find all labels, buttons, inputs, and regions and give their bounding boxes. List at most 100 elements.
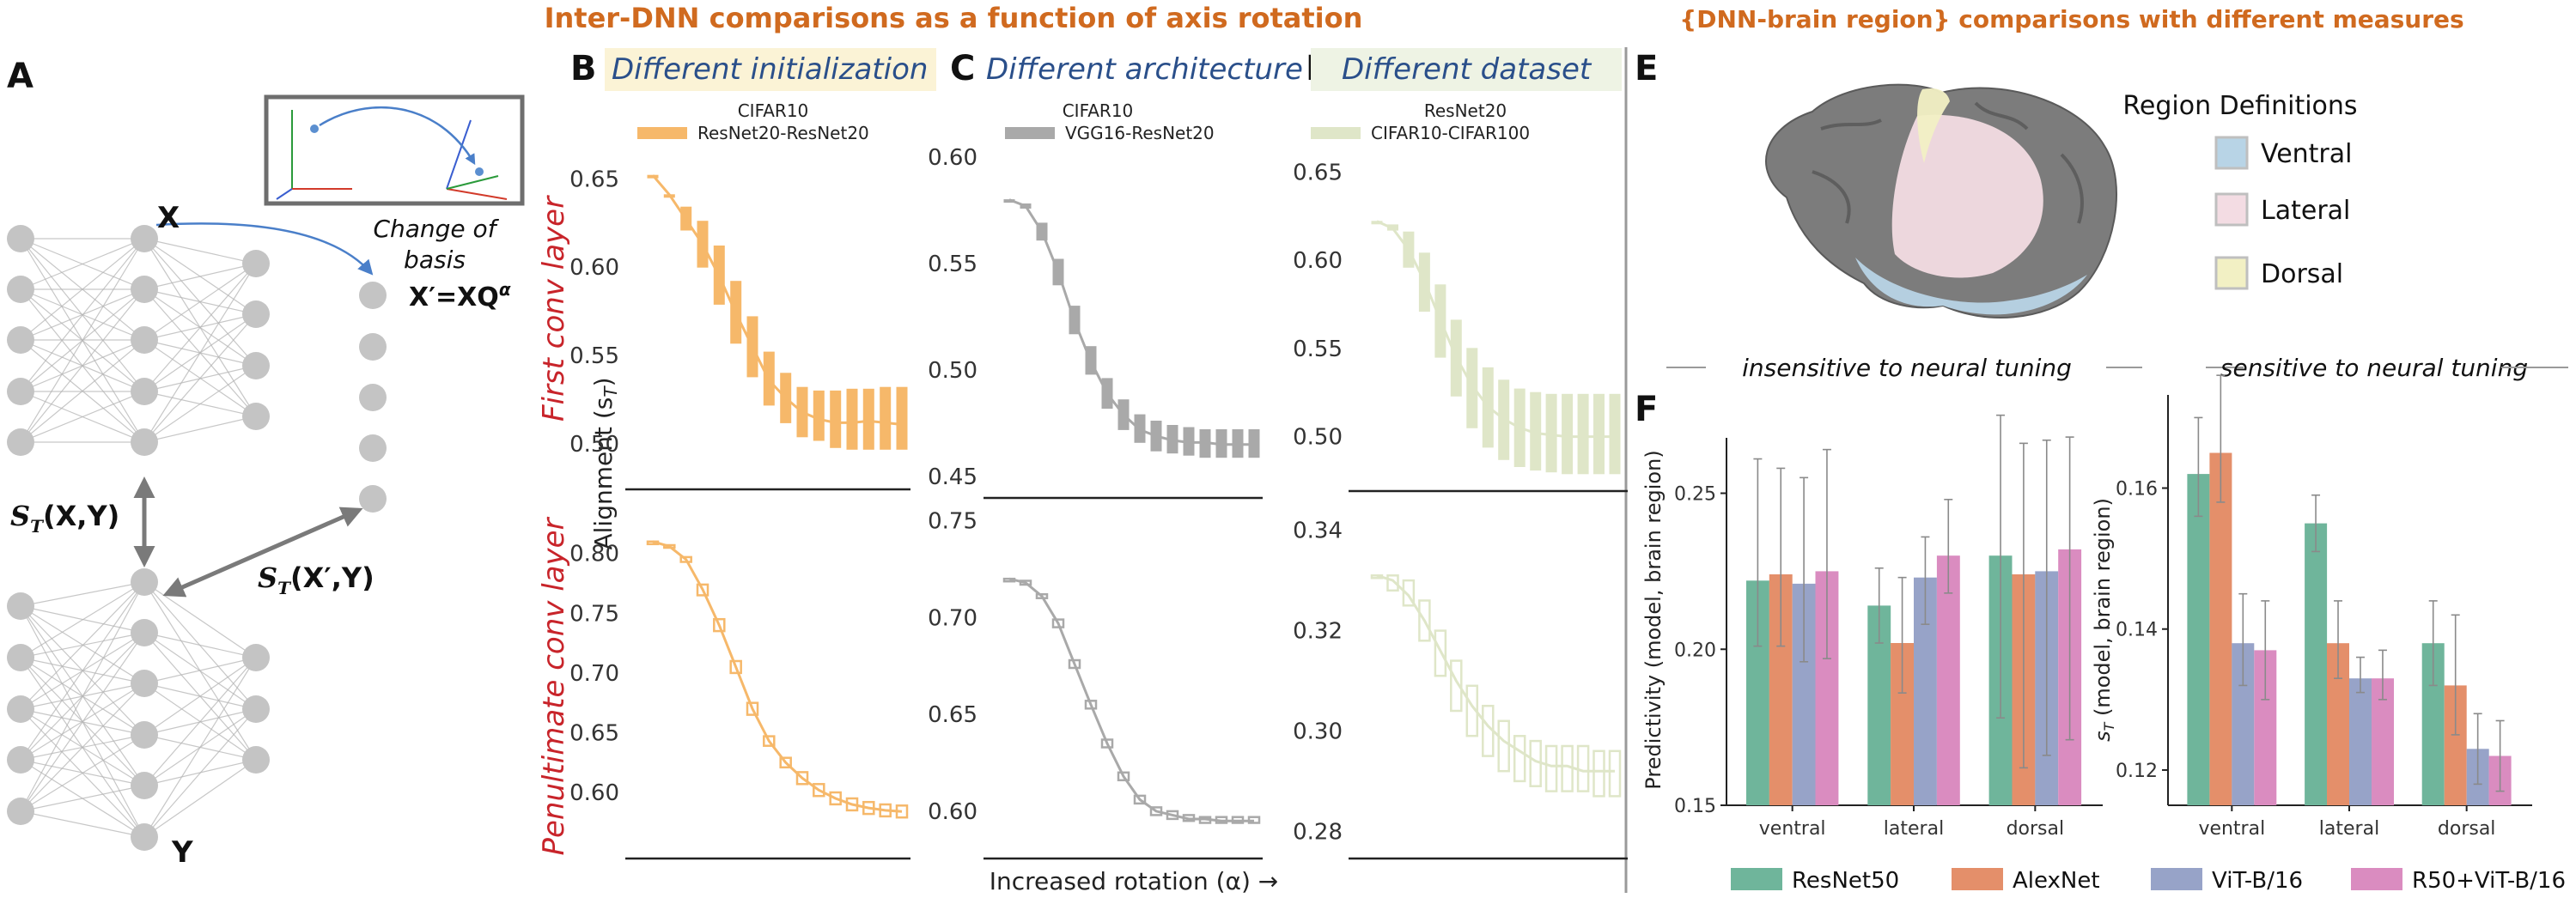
data-point-box: [1576, 744, 1590, 792]
chart-f-soft-matching: 0.16 0.14 0.12 ventral lateral dorsal: [2116, 374, 2532, 840]
y-tick-label: 0.65: [928, 702, 977, 728]
network-node: [131, 225, 158, 252]
panel-d-legend-line2: CIFAR10-CIFAR100: [1371, 123, 1530, 143]
network-edge: [143, 632, 257, 658]
network-node: [7, 695, 34, 723]
panel-d-title-bg: [1311, 48, 1622, 91]
x-tick-label: lateral: [1884, 818, 1944, 840]
panel-c-legend-line2: VGG16-ResNet20: [1065, 123, 1215, 143]
x-tick-label: lateral: [2319, 818, 2379, 840]
y-tick-label: 0.55: [928, 252, 977, 277]
y-tick-label: 0.75: [569, 601, 619, 627]
y-tick-label: 0.14: [2116, 620, 2158, 641]
alignment-axis-label: Alignment (sT): [589, 377, 621, 549]
y-tick-label: 0.60: [928, 145, 977, 171]
rotation-axis-label: Increased rotation (α) →: [990, 867, 1279, 895]
region-label-ventral: Ventral: [2261, 139, 2352, 169]
panel-b-legend-line1: CIFAR10: [738, 100, 809, 121]
data-point-box: [1592, 749, 1605, 798]
panel-b-title-bg: [605, 48, 936, 91]
data-point-box: [1084, 700, 1098, 710]
data-point-box: [1418, 252, 1430, 312]
data-point-box: [1465, 684, 1479, 737]
network-edge: [20, 734, 145, 812]
network-edge: [20, 581, 145, 658]
f-legend-swatch-r50vit: [2351, 868, 2402, 890]
data-point-box: [1182, 814, 1196, 822]
network-node: [242, 250, 270, 277]
inset-rot-axis-y: [446, 119, 472, 190]
change-of-basis-arrow: [155, 222, 374, 276]
chart-c-penultimate-conv: 0.75 0.70 0.65 0.60: [928, 509, 1263, 860]
f-legend-label-r50vit: R50+ViT-B/16: [2412, 868, 2566, 894]
data-point-box: [713, 246, 725, 305]
chart-d-first-conv: 0.65 0.60 0.55 0.50: [1293, 160, 1628, 493]
data-point-box: [813, 390, 825, 441]
data-point-box: [862, 388, 874, 450]
network-edge: [143, 657, 257, 786]
data-point-box: [1232, 429, 1244, 458]
network-edge: [20, 581, 145, 812]
f-legend-swatch-resnet50: [1731, 868, 1782, 890]
network-edge: [143, 657, 257, 684]
network-node: [131, 378, 158, 405]
series-line: [1008, 198, 1254, 446]
f-legend-swatch-vit: [2151, 868, 2202, 890]
network-edge: [143, 759, 257, 838]
inset-rotation-arrow: [319, 106, 476, 166]
network-edge: [20, 238, 145, 443]
data-point-box: [1117, 771, 1130, 782]
data-point-box: [780, 373, 792, 423]
data-point-box: [1529, 739, 1542, 787]
inset-rot-axis-x: [446, 188, 508, 200]
data-point-box: [1134, 414, 1146, 443]
data-point-box: [1434, 629, 1447, 677]
network-edge: [143, 708, 257, 838]
data-point-box: [1166, 810, 1179, 821]
data-point-box: [1150, 421, 1162, 452]
panel-letter-f: F: [1635, 390, 1658, 429]
network-node: [359, 333, 387, 361]
data-point-box: [696, 583, 709, 597]
data-point-box: [1248, 429, 1260, 458]
panel-c-legend: CIFAR10 VGG16-ResNet20: [1005, 100, 1215, 143]
network-node: [359, 485, 387, 513]
data-point-box: [1498, 379, 1510, 460]
node-label-x: X: [157, 201, 180, 235]
inset-rot-axis-z: [446, 175, 499, 190]
x-tick-label: dorsal: [2438, 818, 2496, 840]
panel-letter-b: B: [570, 49, 597, 88]
network-edge: [143, 657, 257, 736]
chart-d-penultimate-conv: 0.34 0.32 0.30 0.28: [1293, 519, 1628, 860]
data-point-box: [846, 388, 858, 450]
region-legend: Ventral Lateral Dorsal: [2214, 136, 2352, 290]
inset-frame: [264, 94, 525, 206]
data-point-box: [1166, 425, 1178, 454]
data-point-box: [862, 800, 875, 816]
y-tick-label: 0.70: [928, 605, 977, 631]
bar: [2305, 523, 2328, 805]
y-tick-label: 0.60: [1293, 248, 1343, 274]
network-edges: [20, 238, 257, 838]
region-swatch-dorsal: [2214, 256, 2249, 290]
network-node: [131, 772, 158, 799]
network-edge: [20, 683, 145, 812]
data-point-box: [829, 791, 842, 806]
network-edge: [143, 313, 257, 443]
y-tick-label: 0.15: [1674, 796, 1716, 817]
network-edge: [20, 391, 145, 443]
network-node: [242, 695, 270, 723]
data-point-box: [1450, 659, 1463, 713]
f-legend: ResNet50 AlexNet ViT-B/16 R50+ViT-B/16: [1731, 868, 2566, 894]
network-edge: [20, 632, 145, 812]
f-legend-swatch-alexnet: [1952, 868, 2003, 890]
data-point-box: [1199, 429, 1211, 458]
network-edge: [143, 263, 257, 392]
x-tick-label: dorsal: [2007, 818, 2065, 840]
network-node: [131, 428, 158, 456]
network-node: [359, 384, 387, 411]
brain-illustration: [1765, 83, 2117, 319]
bar: [1936, 555, 1960, 805]
region-swatch-lateral: [2214, 192, 2249, 227]
y-tick-label: 0.65: [1293, 160, 1343, 185]
